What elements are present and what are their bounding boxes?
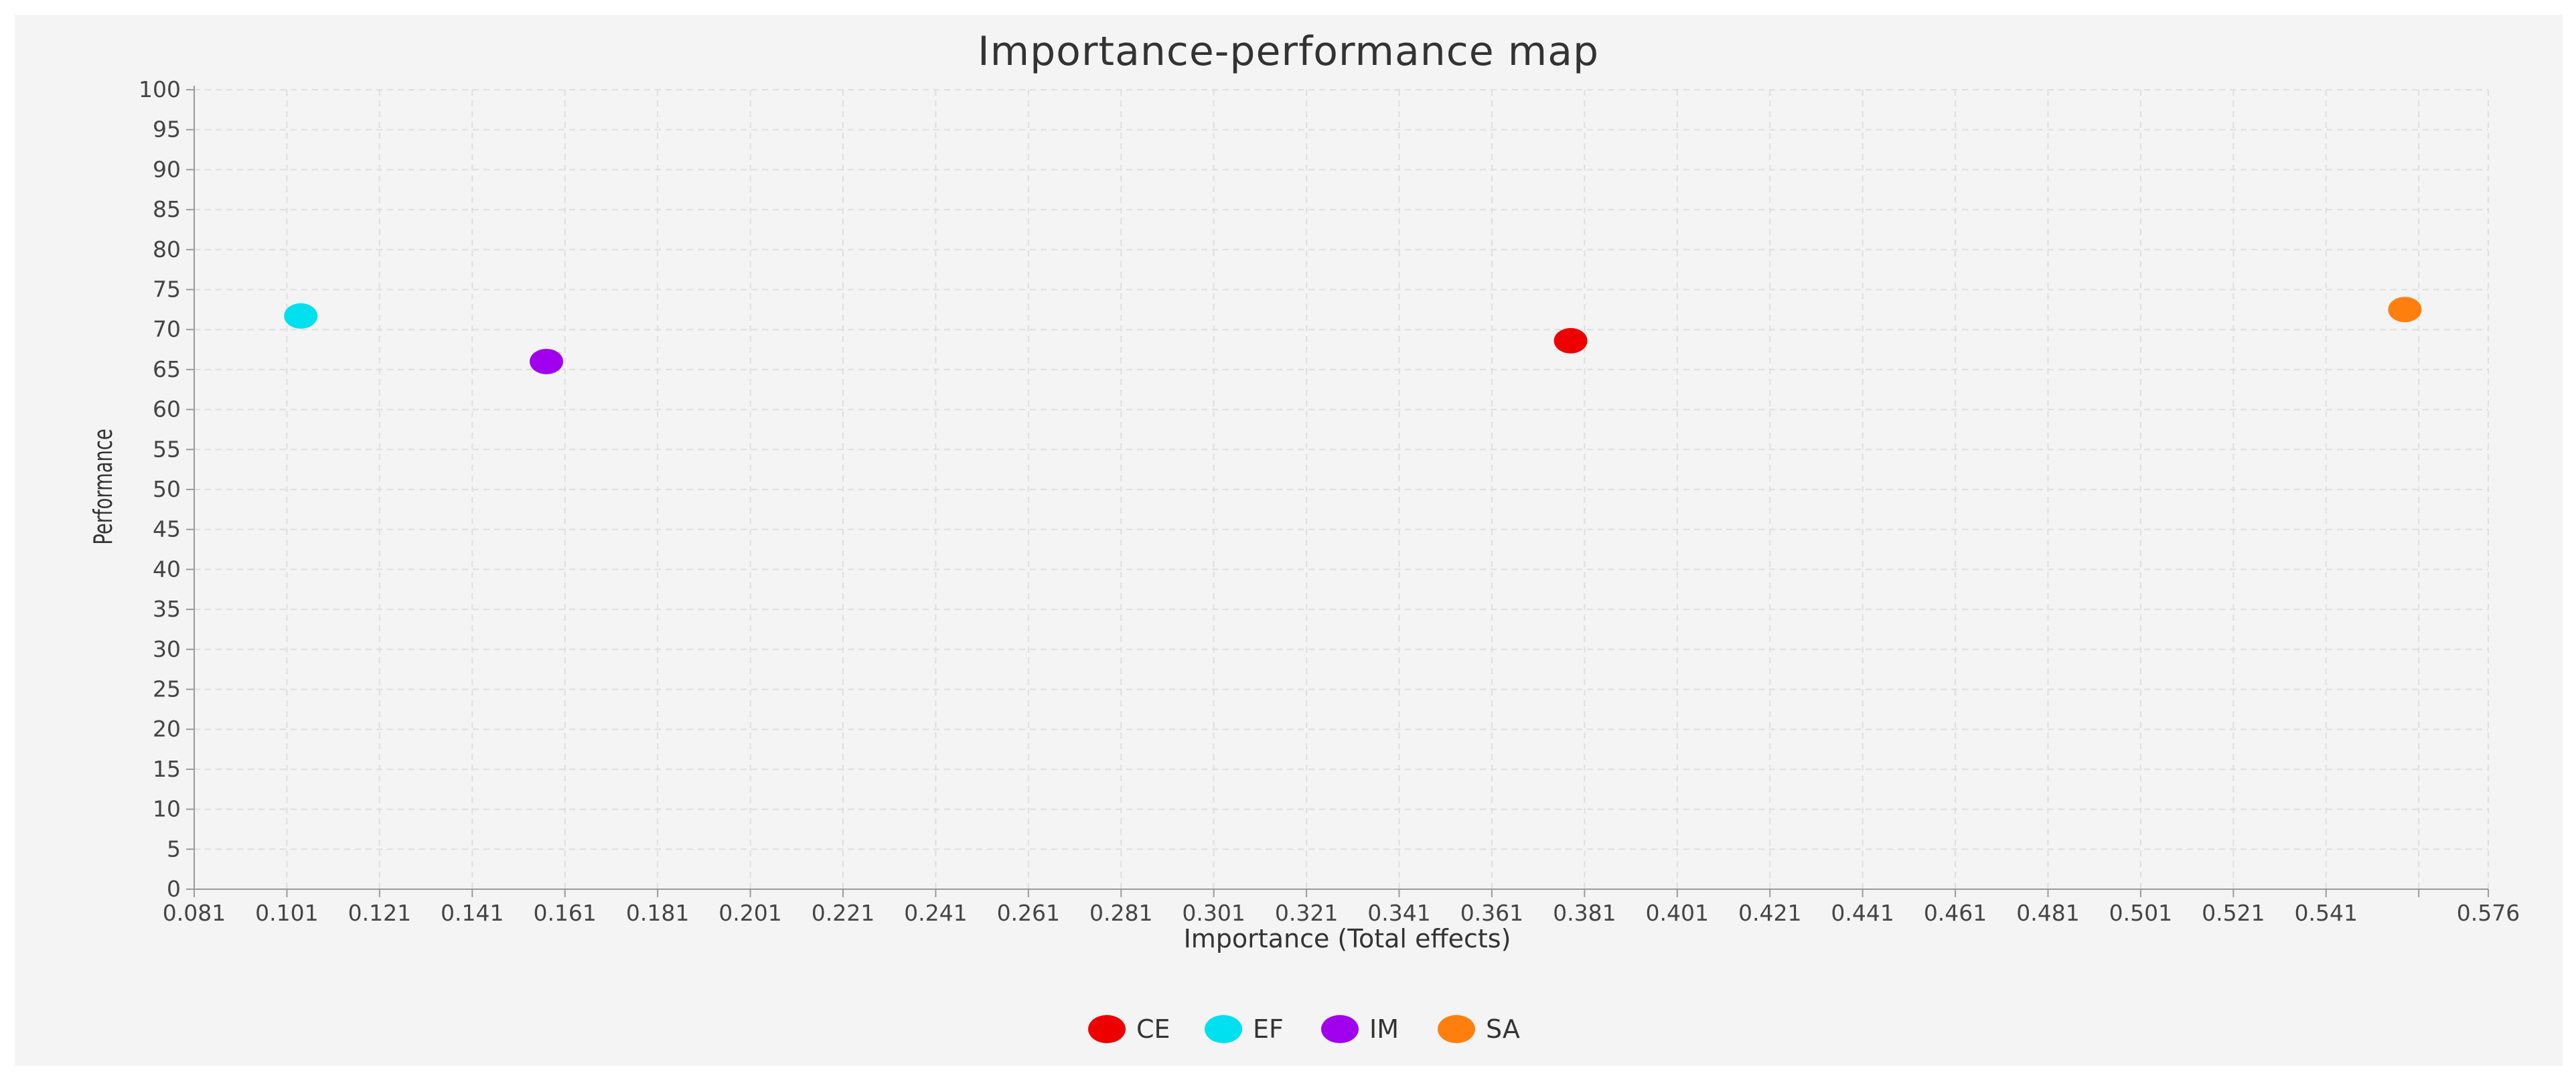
- legend-label: EF: [1253, 1014, 1284, 1044]
- y-tick-label: 60: [153, 396, 181, 422]
- legend-marker: [1088, 1015, 1126, 1043]
- y-tick-label: 0: [167, 876, 181, 902]
- y-tick-label: 95: [153, 117, 181, 143]
- x-tick-label: 0.261: [997, 900, 1060, 926]
- x-tick-label: 0.421: [1738, 900, 1801, 926]
- x-tick-label: 0.121: [348, 900, 411, 926]
- y-tick-label: 5: [167, 836, 181, 862]
- x-axis-title: Importance (Total effects): [1184, 924, 1511, 953]
- axes: [186, 86, 2489, 897]
- y-tick-label: 35: [153, 596, 181, 622]
- data-point-ce[interactable]: CE: [1554, 327, 1588, 354]
- x-tick-label: 0.576: [2457, 900, 2520, 926]
- x-tick-label: 0.221: [812, 900, 875, 926]
- x-tick-label: 0.181: [626, 900, 689, 926]
- legend-label: CE: [1136, 1014, 1170, 1044]
- legend-label: SA: [1486, 1014, 1520, 1044]
- y-tick-label: 20: [153, 716, 181, 742]
- x-tick-label: 0.481: [2016, 900, 2079, 926]
- y-tick-label: 40: [153, 556, 181, 582]
- y-tick-label: 90: [153, 156, 181, 182]
- chart-title: Importance-performance map: [978, 28, 1599, 75]
- y-tick-label: 45: [153, 516, 181, 542]
- x-tick-label: 0.301: [1182, 900, 1245, 926]
- x-tick-label: 0.381: [1553, 900, 1616, 926]
- y-tick-label: 80: [153, 236, 181, 262]
- x-tick-label: 0.501: [2109, 900, 2172, 926]
- legend-marker: [1321, 1015, 1359, 1043]
- x-tick-label: 0.541: [2295, 900, 2358, 926]
- y-tick-label: 50: [153, 476, 181, 502]
- data-points[interactable]: CE EF IM SA: [284, 297, 2422, 374]
- legend-item-ef[interactable]: EF: [1205, 1014, 1284, 1044]
- x-tick-label: 0.161: [533, 900, 596, 926]
- tick-labels: 0 5 10 15 20 25 30 35 40 45 50 55 60 65 70 75 80 85 90 95 10…: [139, 76, 2520, 926]
- y-tick-label: 25: [153, 676, 181, 702]
- data-point-ef[interactable]: EF: [284, 303, 318, 329]
- x-tick-label: 0.341: [1367, 900, 1430, 926]
- legend: CE EF IM SA: [1088, 1014, 1520, 1044]
- y-tick-label: 85: [153, 196, 181, 222]
- x-tick-label: 0.461: [1924, 900, 1987, 926]
- chart-panel: Importance-performance map 0 5 10 15 20 25 30 3…: [15, 15, 2563, 1066]
- legend-marker: [1438, 1015, 1475, 1043]
- x-tick-label: 0.201: [718, 900, 781, 926]
- y-tick-label: 65: [153, 356, 181, 382]
- y-tick-label: 100: [139, 76, 181, 102]
- data-point-sa[interactable]: SA: [2388, 297, 2422, 323]
- y-tick-label: 30: [153, 636, 181, 662]
- data-point-im[interactable]: IM: [530, 348, 564, 374]
- x-tick-label: 0.241: [904, 900, 967, 926]
- x-tick-label: 0.441: [1831, 900, 1894, 926]
- x-tick-label: 0.101: [255, 900, 318, 926]
- y-tick-label: 10: [153, 796, 181, 822]
- legend-label: IM: [1369, 1014, 1399, 1044]
- y-tick-label: 15: [153, 756, 181, 782]
- x-tick-label: 0.141: [441, 900, 504, 926]
- y-tick-label: 70: [153, 316, 181, 342]
- y-axis-title: Performance: [88, 429, 118, 544]
- x-tick-label: 0.361: [1460, 900, 1523, 926]
- x-tick-label: 0.521: [2202, 900, 2265, 926]
- x-tick-label: 0.081: [163, 900, 226, 926]
- x-tick-label: 0.401: [1646, 900, 1709, 926]
- scatter-chart: Importance-performance map 0 5 10 15 20 25 30 3…: [88, 28, 2520, 1044]
- legend-item-sa[interactable]: SA: [1438, 1014, 1520, 1044]
- x-tick-label: 0.281: [1089, 900, 1152, 926]
- legend-item-ce[interactable]: CE: [1088, 1014, 1170, 1044]
- x-tick-label: 0.321: [1275, 900, 1338, 926]
- y-tick-label: 55: [153, 436, 181, 462]
- y-tick-label: 75: [153, 277, 181, 303]
- legend-marker: [1205, 1015, 1242, 1043]
- grid: [194, 89, 2489, 889]
- legend-item-im[interactable]: IM: [1321, 1014, 1399, 1044]
